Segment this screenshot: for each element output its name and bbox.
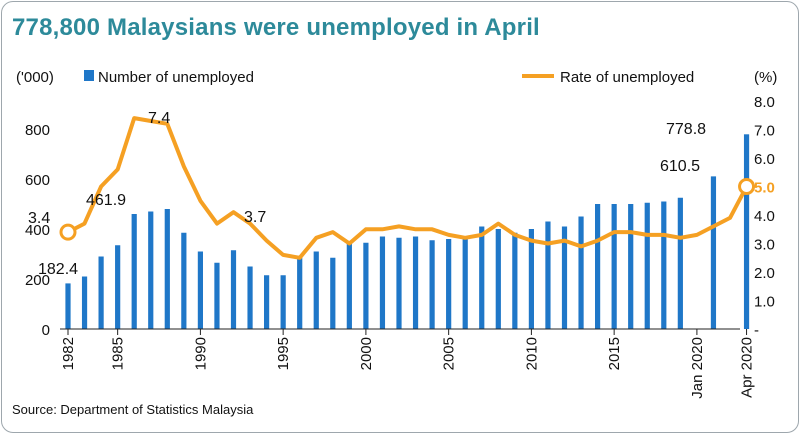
right-axis-tick: 3.0	[754, 237, 775, 254]
legend-bar-label: Number of unemployed	[98, 69, 254, 86]
bar-series	[65, 134, 750, 329]
bar	[197, 251, 203, 329]
x-axis-tick-label: 1990	[192, 337, 209, 370]
left-axis-unit: ('000)	[16, 69, 54, 86]
data-label: 778.8	[666, 121, 706, 138]
left-axis-tick: 200	[25, 272, 50, 289]
bar	[181, 232, 187, 329]
data-label: 7.4	[148, 110, 170, 127]
right-axis-tick: 8.0	[754, 94, 775, 111]
bar	[561, 226, 568, 329]
bar	[661, 201, 667, 329]
right-axis-unit: (%)	[754, 69, 777, 86]
bar	[611, 204, 617, 329]
left-axis-tick: 600	[25, 172, 50, 189]
bar	[462, 236, 468, 329]
bar	[743, 134, 750, 329]
legend: Number of unemployed Rate of unemployed	[84, 69, 694, 86]
chart-title: 778,800 Malaysians were unemployed in Ap…	[12, 14, 540, 41]
right-axis-tick: 2.0	[754, 265, 775, 282]
bar	[528, 229, 534, 329]
bar	[330, 257, 336, 329]
right-axis-tick: 4.0	[754, 208, 775, 225]
x-axis-tick-label: 1982	[60, 337, 77, 370]
left-axis: ('000) 0 200 400 600 800	[16, 69, 54, 339]
start-point-marker	[59, 223, 77, 241]
x-axis-tick-label: 2000	[358, 337, 375, 370]
bar	[545, 221, 551, 329]
rate-line	[66, 116, 749, 260]
right-axis-tick: 6.0	[754, 151, 775, 168]
bar	[379, 236, 386, 329]
legend-line-label: Rate of unemployed	[560, 69, 694, 86]
x-axis-tick-label: Apr 2020	[739, 337, 756, 398]
legend-bar-swatch	[84, 70, 94, 81]
data-label: 461.9	[86, 192, 126, 209]
right-axis-tick: 1.0	[754, 294, 775, 311]
bar	[396, 237, 402, 329]
bar	[280, 275, 286, 329]
data-label: 182.4	[38, 261, 78, 278]
bar	[677, 197, 683, 329]
bar	[429, 240, 435, 329]
right-axis-tick: 7.0	[754, 123, 775, 140]
bar	[479, 226, 485, 329]
bar	[65, 283, 71, 329]
bar	[578, 216, 584, 329]
left-axis-tick: 800	[25, 122, 50, 139]
bar	[297, 257, 303, 329]
right-axis-tick: 5.0	[754, 180, 775, 197]
bar	[644, 202, 650, 329]
data-label: 610.5	[660, 158, 700, 175]
bar	[710, 176, 717, 329]
bar	[628, 204, 634, 329]
left-axis-tick: 400	[25, 222, 50, 239]
line-series	[59, 116, 756, 260]
bar	[512, 232, 518, 329]
x-axis-tick-label: 1995	[275, 337, 292, 370]
bar	[115, 245, 121, 329]
bar	[98, 256, 104, 329]
bar	[247, 266, 253, 329]
x-axis-tick-label: 2005	[441, 337, 458, 370]
bar	[363, 242, 369, 329]
source-note: Source: Department of Statistics Malaysi…	[12, 402, 254, 417]
bar	[446, 239, 452, 329]
bar	[214, 262, 220, 329]
bar	[230, 250, 237, 329]
right-axis: (%) - 1.0 2.0 3.0 4.0 5.0 6.0 7.0 8.0	[754, 69, 777, 339]
data-label: 3.4	[28, 210, 50, 227]
left-axis-tick: 0	[42, 322, 50, 339]
bar	[264, 275, 270, 329]
x-axis-tick-label: 1985	[110, 337, 127, 370]
bar	[346, 244, 352, 329]
bar	[81, 276, 88, 329]
bar	[164, 209, 170, 329]
x-axis-tick-label: 2010	[523, 337, 540, 370]
end-point-marker	[738, 178, 756, 195]
bar	[148, 211, 154, 329]
bar	[595, 204, 601, 329]
x-axis-tick-label: 2015	[606, 337, 623, 370]
bar	[131, 214, 137, 329]
bar	[313, 251, 319, 329]
bar	[412, 236, 419, 329]
bar	[495, 229, 501, 329]
x-axis-tick-label: Jan 2020	[689, 337, 706, 399]
right-axis-tick: -	[754, 322, 759, 339]
x-axis: 1982 1985 1990 1995 2000 2005 2010 2015 Jan 2020…	[60, 328, 756, 399]
data-label: 3.7	[244, 209, 266, 226]
